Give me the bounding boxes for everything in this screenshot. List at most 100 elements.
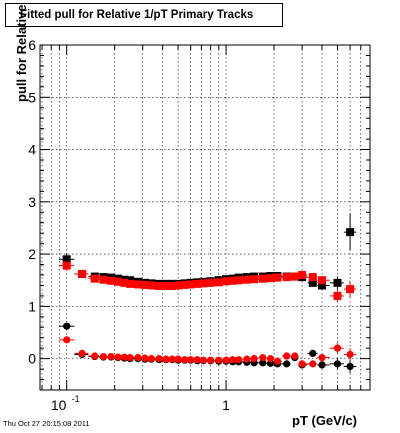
data-point (258, 274, 267, 283)
x-axis-label: pT (GeV/c) (292, 413, 358, 428)
data-point (308, 273, 317, 282)
chart-title: Fitted pull for Relative 1/pT Primary Tr… (5, 3, 283, 27)
data-point (298, 271, 307, 279)
data-point (141, 280, 150, 289)
y-axis-label: pull for Relative 1/pT (14, 0, 29, 102)
data-point (214, 278, 223, 287)
data-point (318, 281, 327, 290)
data-point (133, 280, 142, 289)
data-point (62, 261, 71, 270)
data-point (134, 353, 142, 362)
data-point (174, 355, 182, 363)
data-point (283, 360, 291, 368)
data-point (126, 279, 135, 288)
data-point (229, 356, 237, 364)
y-tick-label: 4 (28, 142, 36, 158)
data-point (174, 281, 183, 290)
data-point (147, 355, 155, 363)
data-point (141, 354, 149, 362)
data-point (155, 281, 164, 290)
data-point (193, 356, 201, 364)
data-point (298, 360, 306, 368)
data-point (215, 356, 223, 364)
data-point (186, 280, 195, 289)
data-point (181, 356, 189, 364)
data-point (318, 361, 326, 369)
data-point (290, 272, 299, 281)
data-point (333, 360, 342, 368)
data-point (259, 353, 267, 362)
data-point (259, 359, 267, 367)
data-point (99, 275, 108, 284)
data-point (243, 355, 251, 363)
data-point (147, 281, 156, 290)
y-tick-label: 3 (28, 194, 36, 210)
y-tick-label: 5 (28, 89, 36, 105)
data-point (273, 357, 282, 365)
data-point (114, 277, 123, 286)
data-point (199, 356, 207, 364)
data-point (309, 360, 317, 368)
x-tick-label-exponent: -1 (72, 394, 80, 404)
timestamp: Thu Oct 27 20:15:08 2011 (3, 419, 90, 428)
data-point (120, 278, 129, 287)
data-point (120, 353, 128, 361)
data-point (318, 353, 326, 362)
data-point (333, 291, 342, 300)
data-point (168, 355, 176, 363)
data-point (308, 278, 317, 287)
y-tick-label: 1 (28, 298, 36, 314)
data-point (168, 281, 177, 290)
data-point (187, 356, 195, 364)
data-point (333, 344, 342, 352)
data-point (193, 279, 202, 288)
data-point (126, 353, 134, 362)
y-tick-label: 0 (28, 351, 36, 367)
data-point (107, 352, 115, 361)
plot-frame (39, 44, 371, 391)
data-point (346, 362, 354, 371)
data-point (107, 276, 116, 285)
axis-tick-labels: 0 1 2 3 4 5 6 10 -1 1 (28, 37, 230, 413)
data-point (90, 274, 99, 283)
data-point (207, 356, 215, 364)
data-point (63, 336, 71, 344)
axis-ticks (40, 44, 371, 391)
data-point (78, 269, 87, 278)
data-point (162, 355, 170, 363)
data-point (282, 273, 291, 282)
data-point (114, 353, 122, 361)
y-tick-label: 2 (28, 246, 36, 262)
data-point (199, 279, 208, 288)
data-point (291, 352, 299, 360)
data-point (318, 276, 327, 285)
data-point (333, 278, 342, 287)
x-tick-label: 10 (51, 397, 67, 413)
y-tick-label: 6 (28, 37, 36, 53)
data-point (155, 355, 163, 363)
data-point (206, 278, 215, 287)
data-point (309, 349, 317, 358)
data-point (228, 276, 237, 285)
data-point (346, 350, 354, 359)
grid-lines (40, 44, 371, 390)
data-point (346, 285, 355, 294)
data-point (266, 274, 275, 283)
data-markers (62, 228, 355, 371)
data-point (91, 352, 99, 360)
data-point (346, 228, 355, 237)
data-point (62, 255, 71, 264)
data-point (78, 349, 86, 358)
data-point (250, 355, 258, 363)
data-point (222, 277, 231, 286)
data-point (162, 281, 171, 290)
data-point (63, 322, 71, 330)
data-point (222, 356, 230, 364)
data-point (273, 273, 282, 282)
data-point (250, 275, 259, 284)
data-point (266, 355, 275, 363)
data-point (234, 276, 243, 285)
data-point (235, 356, 243, 364)
x-tick-label: 1 (222, 397, 230, 413)
